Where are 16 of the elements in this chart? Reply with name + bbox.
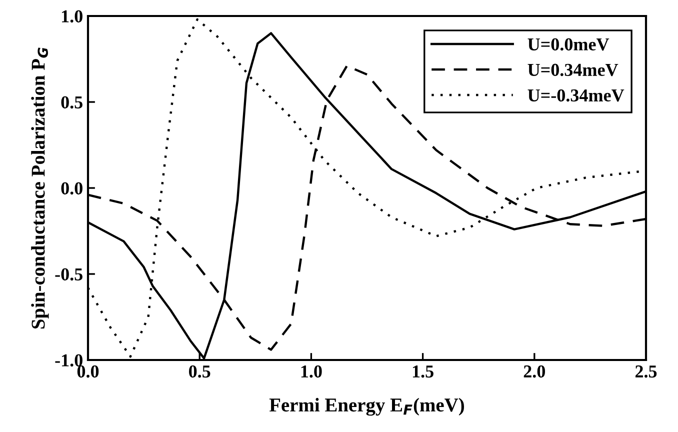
y-tick-label: 0.0 <box>61 182 82 195</box>
legend-label: U=0.34meV <box>528 64 618 76</box>
x-tick-label: 0.0 <box>77 365 99 378</box>
y-tick-label: 1.0 <box>62 10 82 23</box>
x-tick-label: 2.5 <box>635 365 657 378</box>
y-axis-title: Spin-conductance Polarization P$_{G}$ <box>31 48 49 329</box>
x-tick-label: 0.5 <box>189 365 210 378</box>
legend-label: U=-0.34meV <box>528 89 624 102</box>
y-tick-label: 0.5 <box>61 96 82 109</box>
x-tick-label: 1.0 <box>301 365 322 378</box>
x-tick-label: 2.0 <box>524 365 545 378</box>
y-tick-label: -1.0 <box>55 354 82 367</box>
x-tick-label: 1.5 <box>412 365 434 378</box>
x-axis-title: Fermi Energy E$_{F}$(meV) <box>269 398 464 416</box>
y-tick-label: -0.5 <box>55 268 82 281</box>
legend-label: U=0.0meV <box>528 38 610 51</box>
